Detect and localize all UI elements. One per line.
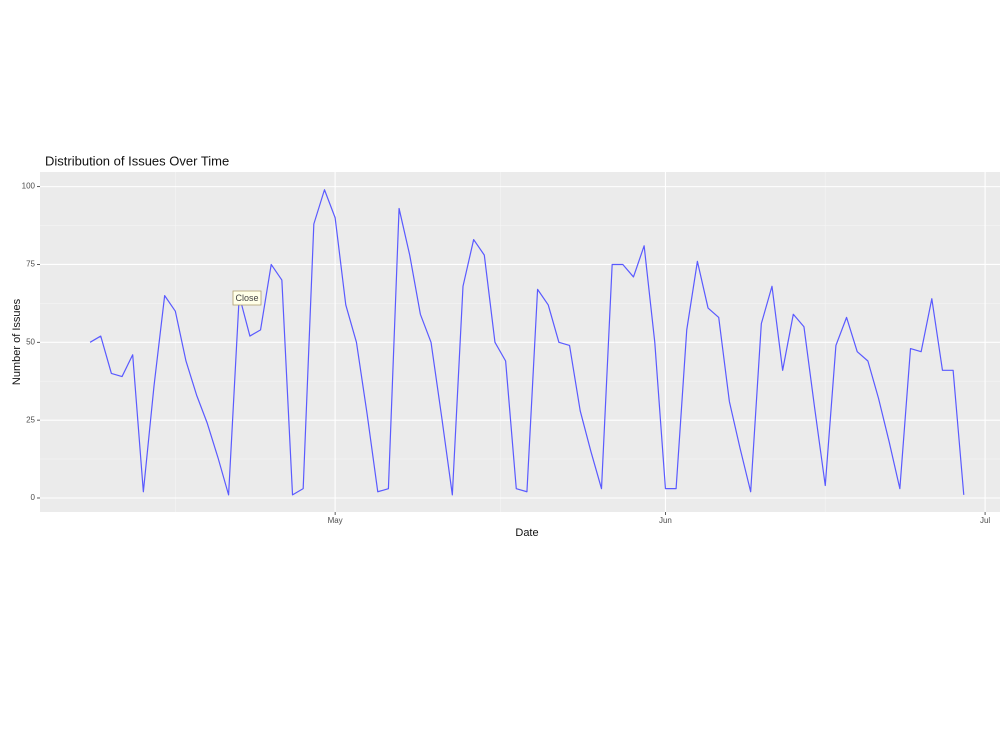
y-tick-label: 25 [26, 415, 35, 424]
x-tick-label: May [328, 516, 343, 525]
y-tick-label: 100 [22, 182, 36, 191]
x-axis-title: Date [515, 527, 538, 539]
y-tick-label: 50 [26, 337, 35, 346]
x-tick-label: Jul [980, 516, 990, 525]
y-tick-label: 75 [26, 260, 35, 269]
y-tick-label: 0 [31, 493, 36, 502]
x-tick-label: Jun [659, 516, 672, 525]
chart-title: Distribution of Issues Over Time [45, 153, 229, 168]
y-axis-title: Number of Issues [11, 298, 23, 385]
grid: 0 25 50 75 100 May Jun Jul [22, 172, 1000, 525]
tooltip[interactable]: Close [235, 293, 258, 303]
data-line [89, 189, 965, 496]
marks [89, 189, 965, 496]
tooltip-box[interactable] [232, 290, 262, 306]
